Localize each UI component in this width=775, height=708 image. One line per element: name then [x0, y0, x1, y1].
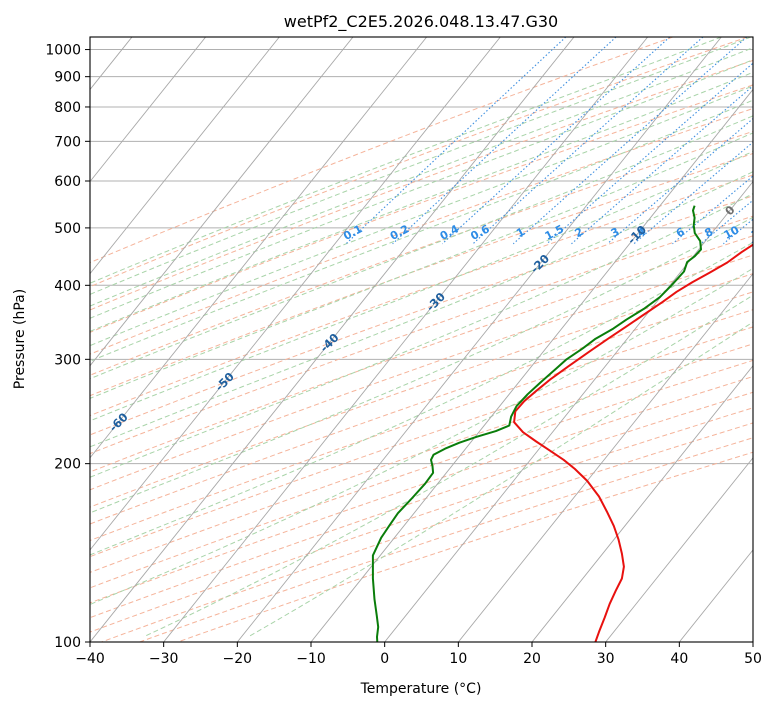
y-axis-label: Pressure (hPa) [12, 289, 28, 389]
profile-series [371, 205, 753, 642]
mixing-ratio-line [345, 37, 567, 245]
mixing-ratio-line [392, 37, 617, 245]
isotherm-line [163, 37, 649, 642]
dry-adiabat-line [90, 130, 753, 376]
x-tick-label: −30 [149, 651, 179, 667]
x-tick-label: −10 [296, 651, 326, 667]
chart-title: wetPf2_C2E5.2026.048.13.47.G30 [284, 12, 558, 32]
isotherm-line [531, 365, 753, 642]
dry-adiabat-line [90, 59, 753, 311]
plot-frame [89, 36, 754, 643]
x-tick-label: −20 [223, 651, 253, 667]
isotherm-line [90, 37, 428, 459]
mixing-ratio-line [633, 141, 753, 245]
mixing-ratio-lines [345, 37, 753, 245]
y-tick-label: 600 [54, 174, 81, 190]
y-tick-label: 300 [54, 352, 81, 368]
dry-adiabat-line [90, 37, 673, 264]
x-tick-label: 40 [670, 651, 688, 667]
isotherm-line [310, 88, 753, 642]
isotherm-line [90, 37, 207, 183]
dry-adiabat-line [90, 152, 753, 397]
x-tick-label: 50 [744, 651, 762, 667]
x-tick-label: 20 [523, 651, 541, 667]
x-tick-label: 10 [449, 651, 467, 667]
mixing-ratio-line [700, 199, 753, 245]
axes: −40 −30 −20 −10 0 10 20 30 40 50 100 200 300 400 500 60… [45, 43, 762, 667]
y-tick-label: 700 [54, 134, 81, 150]
isotherm-line [384, 180, 753, 642]
dry-adiabat-line [90, 84, 753, 333]
moist-adiabat-line [247, 321, 753, 638]
moist-adiabat-line [90, 37, 751, 295]
mixing-ratio-line [512, 37, 748, 245]
y-tick-label: 500 [54, 221, 81, 237]
isotherm-lines [90, 37, 753, 642]
moist-adiabat-line [90, 193, 753, 478]
mixing-ratio-line [472, 37, 704, 245]
dry-adiabat-line [90, 343, 753, 573]
dewpoint-profile-line [371, 205, 702, 642]
mixing-ratio-line [607, 117, 753, 245]
mixing-ratio-line [546, 62, 753, 245]
dry-adiabat-line [177, 451, 753, 642]
dry-adiabat-line [90, 235, 753, 473]
isotherm-line [90, 37, 354, 367]
moist-adiabat-line [90, 241, 753, 556]
y-tick-label: 900 [54, 70, 81, 86]
temperature-profile-line [513, 243, 753, 642]
dry-adiabat-line [90, 326, 753, 558]
isotherm-line [605, 457, 753, 642]
x-tick-label: −40 [75, 651, 105, 667]
x-tick-label: 30 [597, 651, 615, 667]
y-tick-label: 100 [54, 635, 81, 651]
moist-adiabat-line [90, 59, 753, 319]
dry-adiabat-line [90, 37, 748, 288]
isotherm-line [236, 37, 722, 642]
mixing-ratio-line [571, 85, 753, 245]
moist-adiabat-line [90, 171, 753, 448]
mixing-ratio-label: 13 [749, 223, 769, 242]
y-tick-label: 200 [54, 457, 81, 473]
isotherm-line [90, 37, 280, 275]
isotherm-line [90, 37, 501, 551]
isotherm-line [90, 37, 575, 642]
mixing-ratio-line [441, 37, 671, 245]
dry-adiabat-line [101, 422, 753, 642]
mixing-ratio-label: 10 [722, 223, 742, 242]
dry-adiabat-line [90, 407, 753, 633]
isotherm-line [457, 272, 753, 642]
y-tick-label: 800 [54, 100, 81, 116]
moist-adiabat-line [90, 37, 722, 284]
y-tick-label: 1000 [45, 43, 81, 59]
y-tick-label: 400 [54, 278, 81, 294]
x-tick-label: 0 [380, 651, 389, 667]
dry-adiabat-line [90, 195, 753, 436]
moist-adiabat-line [90, 216, 753, 514]
dry-adiabat-line [139, 437, 753, 642]
x-axis-label: Temperature (°C) [360, 681, 482, 697]
dry-adiabat-line [90, 107, 753, 355]
plot-area: 0.10.20.40.611.52346810131620253036-100-… [90, 37, 769, 642]
